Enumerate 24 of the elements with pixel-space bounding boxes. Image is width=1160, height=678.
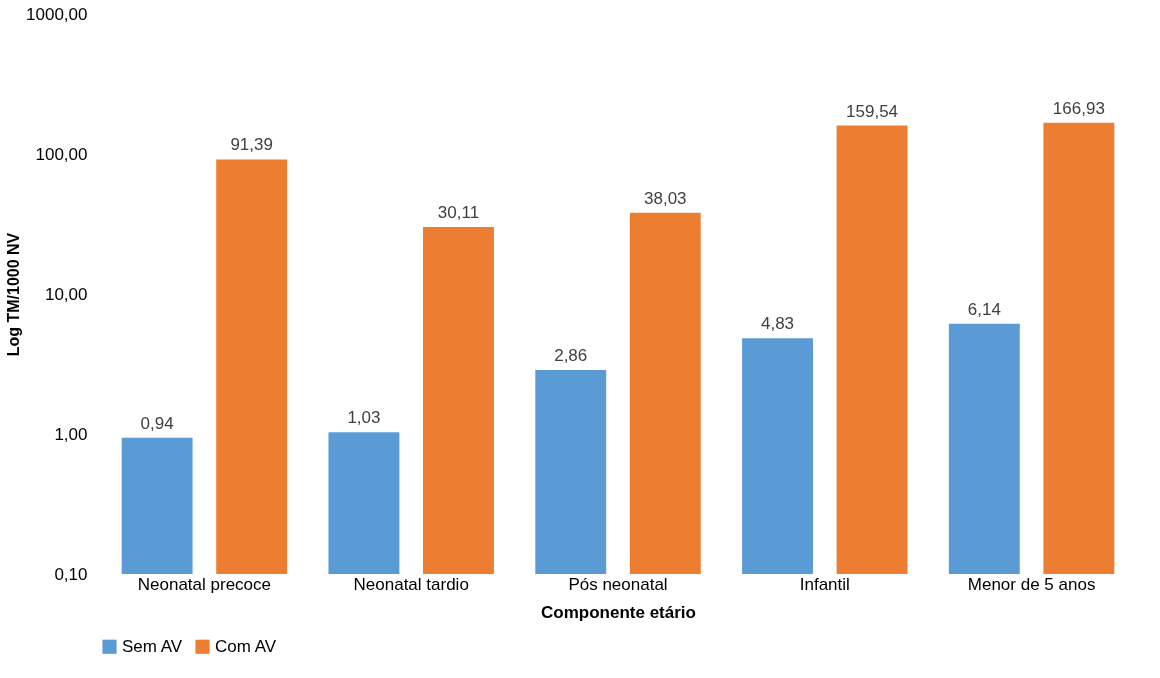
data-label: 6,14 [967, 299, 1001, 319]
y-tick-label: 10,00 [44, 284, 88, 304]
y-tick-label: 100,00 [35, 144, 88, 164]
y-tick-label: 1000,00 [26, 4, 88, 24]
data-label: 159,54 [846, 101, 899, 121]
data-label: 166,93 [1052, 98, 1105, 118]
data-label: 1,03 [347, 408, 381, 428]
data-label: 38,03 [644, 188, 687, 208]
y-tick-label: 0,10 [54, 564, 88, 584]
legend-label: Com AV [215, 636, 277, 656]
x-tick-label: Infantil [799, 574, 850, 594]
legend-label: Sem AV [122, 636, 183, 656]
x-tick-label: Pós neonatal [568, 574, 668, 594]
y-axis-title: Log TM/1000 NV [5, 232, 23, 357]
data-label: 91,39 [230, 135, 273, 155]
y-tick-label: 1,00 [54, 424, 88, 444]
x-tick-label: Menor de 5 anos [967, 574, 1096, 594]
x-tick-label: Neonatal precoce [137, 574, 272, 594]
x-tick-label: Neonatal tardio [353, 574, 469, 594]
data-label: 4,83 [760, 314, 795, 334]
x-axis-title: Componente etário [541, 602, 696, 622]
data-label: 0,94 [140, 413, 174, 433]
data-label: 30,11 [437, 202, 480, 222]
data-label: 2,86 [554, 346, 588, 366]
